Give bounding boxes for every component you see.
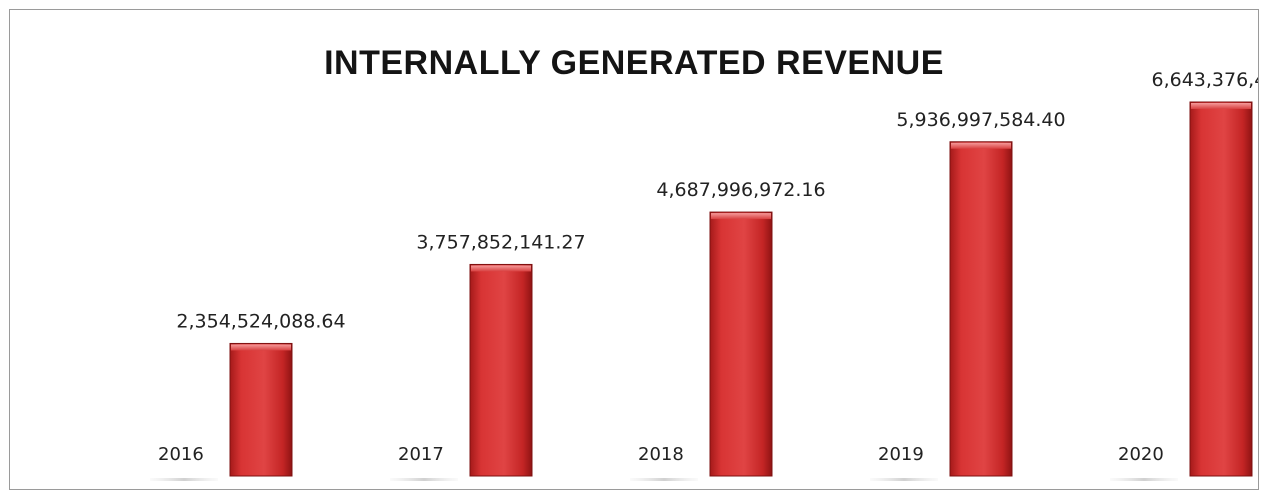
bar	[1189, 101, 1253, 477]
category-baseline	[870, 478, 938, 481]
data-label: 2,354,524,088.64	[176, 310, 345, 332]
bar-chart: 2,354,524,088.64 2016 3,757,852,141.27 2017…	[150, 69, 1259, 481]
data-label: 5,936,997,584.40	[896, 109, 1065, 131]
chart-frame: INTERNALLY GENERATED REVENUE 2,354,524,0…	[9, 9, 1259, 490]
data-label: 4,687,996,972.16	[656, 179, 825, 201]
bar-top-highlight	[1191, 103, 1251, 109]
bar	[469, 263, 533, 477]
data-label: 6,643,376,418	[1151, 69, 1259, 91]
bar-top-highlight	[711, 213, 771, 220]
bar-top-highlight	[951, 142, 1011, 149]
category-label: 2020	[1118, 444, 1164, 465]
category-baseline	[150, 478, 218, 481]
category-baseline	[630, 478, 698, 481]
bar	[229, 342, 293, 477]
bar	[949, 141, 1013, 477]
category-baseline	[1110, 478, 1178, 481]
bar-top-highlight	[231, 344, 291, 351]
chart-title: INTERNALLY GENERATED REVENUE	[324, 44, 944, 82]
bar-top-highlight	[471, 265, 531, 272]
category-label: 2017	[398, 444, 444, 465]
category-label: 2018	[638, 444, 684, 465]
category-label: 2019	[878, 444, 924, 465]
category-label: 2016	[158, 444, 204, 465]
category-baseline	[390, 478, 458, 481]
data-label: 3,757,852,141.27	[416, 231, 585, 253]
bar	[709, 211, 773, 477]
